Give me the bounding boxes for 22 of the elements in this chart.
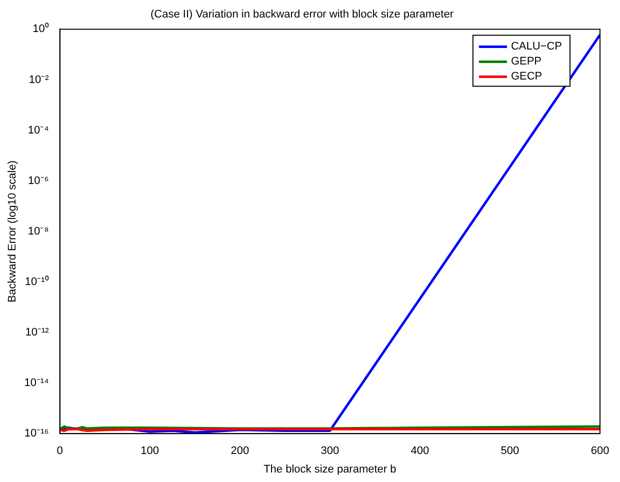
y-axis-title: Backward Error (log10 scale) [6, 160, 19, 302]
x-tick-label: 200 [230, 445, 250, 458]
y-tick-label: 10⁻⁸ [28, 225, 49, 238]
y-tick-label: 10⁻¹⁴ [24, 377, 50, 390]
chart-title: (Case II) Variation in backward error with block size parameter [150, 8, 454, 21]
y-tick-label: 10⁻¹⁶ [24, 428, 49, 440]
y-tick-label: 10⁰ [32, 22, 49, 36]
y-tick-label: 10⁻² [28, 74, 50, 86]
y-tick-label: 10⁻⁶ [28, 174, 49, 187]
x-tick-label: 400 [410, 445, 430, 458]
x-tick-label: 0 [56, 445, 63, 458]
y-tick-label: 10⁻⁴ [28, 124, 50, 136]
x-tick-label: 500 [500, 445, 520, 458]
legend-label: GEPP [510, 56, 542, 68]
x-axis-title: The block size parameter b [264, 463, 396, 476]
x-tick-label: 600 [590, 445, 610, 458]
y-tick-label: 10⁻¹⁰ [24, 274, 49, 288]
x-tick-label: 100 [140, 445, 160, 458]
y-tick-label: 10⁻¹² [25, 326, 50, 339]
legend-label: GECP [510, 70, 542, 83]
x-tick-label: 300 [320, 445, 340, 458]
legend-label: CALU−CP [510, 40, 562, 53]
